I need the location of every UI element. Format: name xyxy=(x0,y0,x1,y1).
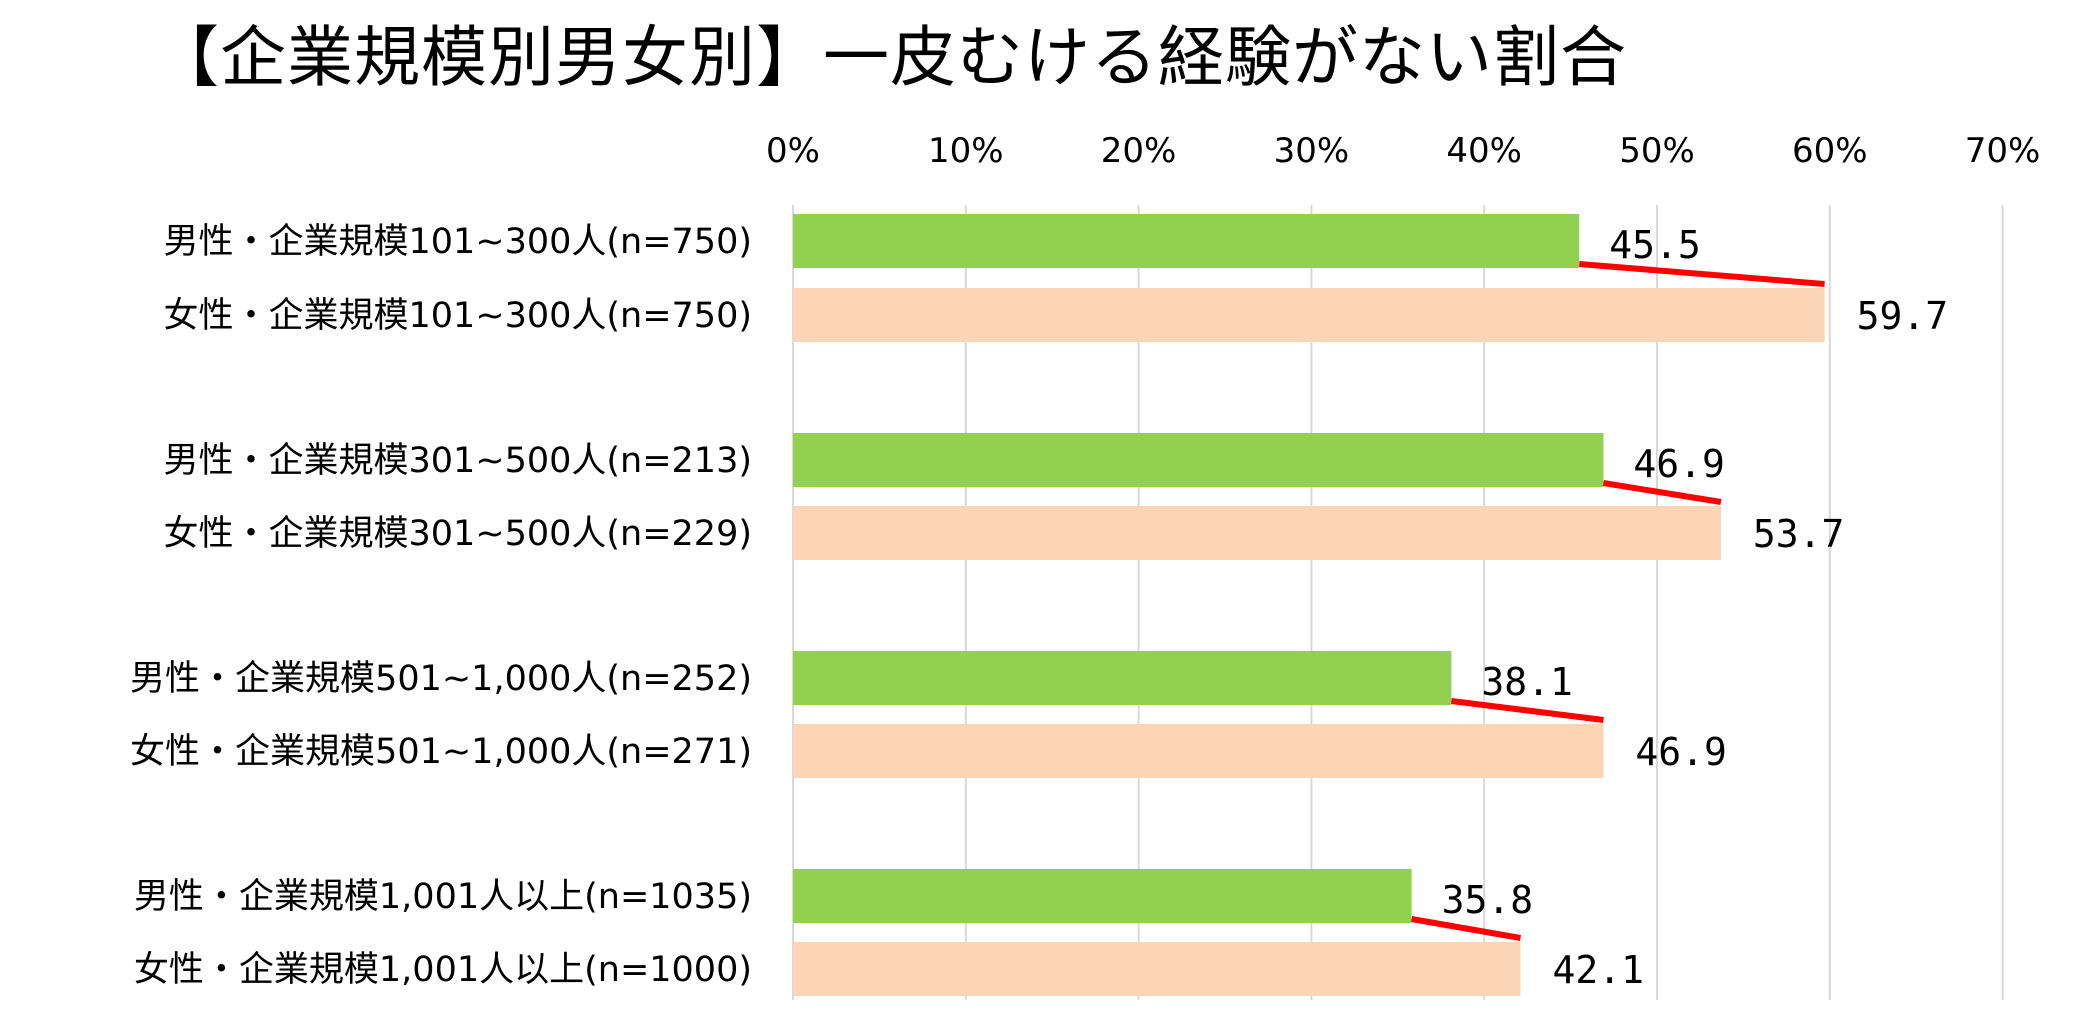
x-axis-tick-labels: 0% 10% 20% 30% 40% 50% 60% 70% xyxy=(766,131,2040,171)
chart-title: 【企業規模別男女別】一皮むける経験がない割合 xyxy=(153,19,1627,96)
value-labels: 45.5 59.7 46.9 53.7 38.1 46.9 35.8 42.1 xyxy=(1442,223,1949,992)
connector-line-2 xyxy=(1450,698,1604,723)
value-label: 35.8 xyxy=(1442,878,1534,922)
category-label: 男性・企業規模501~1,000人(n=252) xyxy=(130,659,752,699)
bar-female-3 xyxy=(793,942,1521,996)
value-label: 46.9 xyxy=(1635,730,1727,774)
x-tick-label: 10% xyxy=(928,131,1004,171)
x-tick-label: 20% xyxy=(1101,131,1177,171)
bars xyxy=(793,214,1825,996)
category-label: 男性・企業規模1,001人以上(n=1035) xyxy=(134,877,752,917)
connector-line-0 xyxy=(1578,261,1825,287)
category-label: 女性・企業規模501~1,000人(n=271) xyxy=(130,732,752,772)
category-label: 男性・企業規模101~300人(n=750) xyxy=(163,222,752,262)
connector-line-3 xyxy=(1411,916,1522,941)
x-tick-label: 0% xyxy=(766,131,820,171)
value-label: 38.1 xyxy=(1481,660,1573,704)
bar-male-3 xyxy=(793,869,1412,923)
value-label: 45.5 xyxy=(1609,223,1701,267)
connector-line-1 xyxy=(1602,480,1722,505)
value-label: 59.7 xyxy=(1857,294,1949,338)
x-tick-label: 60% xyxy=(1792,131,1868,171)
value-label: 53.7 xyxy=(1753,512,1845,556)
category-labels: 男性・企業規模101~300人(n=750) 女性・企業規模101~300人(n=… xyxy=(130,222,752,990)
x-tick-label: 30% xyxy=(1274,131,1350,171)
category-label: 女性・企業規模101~300人(n=750) xyxy=(163,296,752,336)
bar-male-0 xyxy=(793,214,1580,268)
category-label: 女性・企業規模1,001人以上(n=1000) xyxy=(134,950,752,990)
bar-female-0 xyxy=(793,288,1825,342)
value-label: 42.1 xyxy=(1552,948,1644,992)
x-tick-label: 40% xyxy=(1446,131,1522,171)
value-label: 46.9 xyxy=(1633,442,1725,486)
category-label: 女性・企業規模301~500人(n=229) xyxy=(163,514,752,554)
x-tick-label: 70% xyxy=(1965,131,2041,171)
bar-female-2 xyxy=(793,724,1604,778)
bar-female-1 xyxy=(793,506,1721,560)
x-tick-label: 50% xyxy=(1619,131,1695,171)
category-label: 男性・企業規模301~500人(n=213) xyxy=(163,441,752,481)
bar-male-2 xyxy=(793,651,1452,705)
bar-male-1 xyxy=(793,433,1604,487)
connector-lines xyxy=(1411,261,1825,941)
